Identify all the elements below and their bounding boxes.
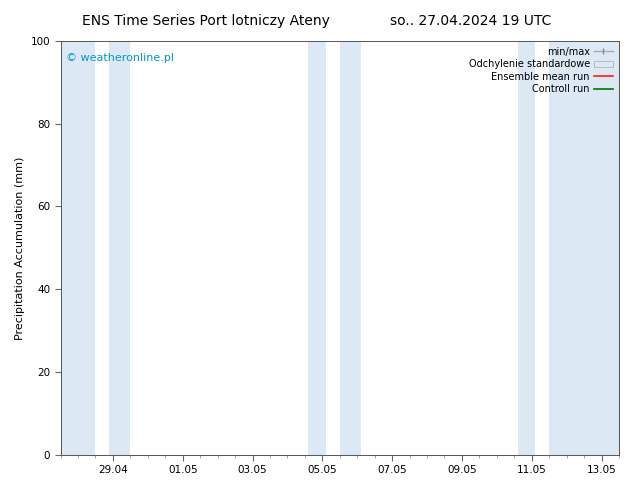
Bar bbox=[340, 41, 361, 455]
Y-axis label: Precipitation Accumulation (mm): Precipitation Accumulation (mm) bbox=[15, 156, 25, 340]
Bar bbox=[43, 41, 96, 455]
Legend: min/max, Odchylenie standardowe, Ensemble mean run, Controll run: min/max, Odchylenie standardowe, Ensembl… bbox=[465, 44, 616, 97]
Text: so.. 27.04.2024 19 UTC: so.. 27.04.2024 19 UTC bbox=[390, 14, 552, 28]
Bar bbox=[110, 41, 131, 455]
Bar bbox=[549, 41, 619, 455]
Text: ENS Time Series Port lotniczy Ateny: ENS Time Series Port lotniczy Ateny bbox=[82, 14, 330, 28]
Text: © weatheronline.pl: © weatheronline.pl bbox=[66, 53, 174, 64]
Bar bbox=[518, 41, 535, 455]
Bar bbox=[308, 41, 326, 455]
